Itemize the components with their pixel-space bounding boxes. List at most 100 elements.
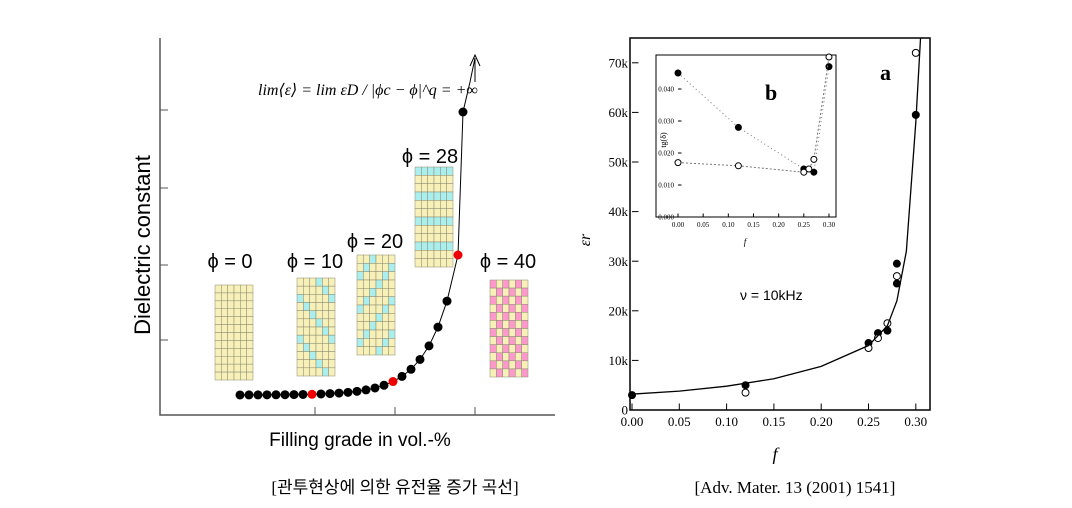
grid-cell <box>421 233 428 243</box>
grid-cell <box>496 279 503 289</box>
grid-cell <box>296 359 304 369</box>
grid-cell <box>521 279 529 289</box>
grid-cell <box>356 271 364 281</box>
grid-cell <box>233 308 241 317</box>
grid-cell <box>363 288 370 297</box>
y-tick-label: 70k <box>609 55 629 70</box>
grid-cell <box>227 332 235 341</box>
grid-cell <box>240 363 247 373</box>
y-tick-label: 0 <box>622 403 629 418</box>
grid-cell <box>309 367 317 377</box>
y-tick-label: 0.030 <box>658 117 674 125</box>
grid-cell <box>315 285 323 295</box>
grid-cell <box>296 294 304 303</box>
grid-cell <box>489 368 497 378</box>
grid-cell <box>221 308 228 317</box>
dot <box>415 354 425 364</box>
grid-cell <box>227 348 235 357</box>
grid-cell <box>440 183 447 193</box>
grid-cell <box>303 302 310 311</box>
grid-cell <box>375 296 383 306</box>
grid-cell <box>296 310 304 320</box>
grid-cell <box>322 326 329 336</box>
dot <box>298 389 308 399</box>
grid-cell <box>496 320 503 329</box>
grid-cell <box>240 371 247 381</box>
grid-cell <box>515 368 522 378</box>
x-tick-label: 0.15 <box>763 414 786 429</box>
grid-cell <box>446 191 454 201</box>
grid-cell <box>369 321 377 331</box>
grid-cell <box>427 233 435 243</box>
grid-cell <box>328 310 336 320</box>
dot <box>352 386 362 396</box>
grid-cell <box>502 287 510 297</box>
grid-cell <box>296 334 304 344</box>
grid-cell <box>508 360 516 370</box>
grid-cell <box>240 332 247 341</box>
grid-cell <box>414 258 422 268</box>
grid-cell <box>322 302 329 311</box>
grid-cell <box>363 254 370 264</box>
grid-cell <box>414 241 422 251</box>
grid-cell <box>388 321 396 331</box>
dot <box>379 380 389 390</box>
dot <box>271 390 281 400</box>
grid-cell <box>227 340 235 349</box>
grid-cell <box>246 348 254 357</box>
grid-cell <box>496 328 503 337</box>
grid-cell <box>515 304 522 313</box>
grid-cell <box>446 225 454 234</box>
grid-cell <box>489 320 497 329</box>
grid-cell <box>502 295 510 305</box>
x-tick-label: 0.30 <box>823 221 836 229</box>
annotation: ν = 10kHz <box>740 287 803 303</box>
grid-cell <box>388 296 396 306</box>
x-tick-label: 0.05 <box>668 414 691 429</box>
grid-cell <box>382 313 389 322</box>
grid-cell <box>421 166 428 176</box>
point <box>825 63 833 71</box>
grid-cell <box>489 287 497 297</box>
point <box>892 259 901 268</box>
grid-cell <box>233 356 241 365</box>
grid-cell <box>427 175 435 184</box>
grid-cell <box>303 285 310 295</box>
x-tick-label: 0.30 <box>904 414 927 429</box>
point <box>825 53 833 61</box>
grid-cell <box>369 263 377 272</box>
dot <box>325 389 335 399</box>
grid-cell <box>322 285 329 295</box>
grid-cell <box>227 316 235 325</box>
y-axis-label: tg(δ) <box>659 132 668 148</box>
grid-cell <box>427 241 435 251</box>
x-tick-label: 0.10 <box>715 414 738 429</box>
grid-cell <box>502 336 510 345</box>
grid-cell <box>214 316 222 325</box>
grid-cell <box>363 296 370 306</box>
grid-cell <box>502 360 510 370</box>
grid-cell <box>515 344 522 353</box>
grid-cell <box>421 258 428 268</box>
x-tick-label: 0.00 <box>621 414 644 429</box>
point <box>873 334 882 343</box>
grid-cell <box>427 216 435 226</box>
x-axis-label: Filling grade in vol.-% <box>269 430 451 451</box>
grid-cell <box>489 352 497 362</box>
point <box>892 272 901 281</box>
grid-cell <box>427 225 435 234</box>
grid-cell <box>246 371 254 381</box>
grid-cell <box>309 277 317 287</box>
grid-cell <box>322 277 329 287</box>
grid-cell <box>433 233 441 243</box>
grid-cell <box>356 329 364 339</box>
grid-cell <box>382 296 389 306</box>
dot <box>388 377 398 387</box>
grid-cell <box>433 166 441 176</box>
grid-cell <box>446 208 454 218</box>
grid-cell <box>440 175 447 184</box>
grid-cell <box>433 175 441 184</box>
point <box>810 155 818 163</box>
phi-label: ϕ = 20 <box>347 231 403 253</box>
grid-cell <box>440 258 447 268</box>
